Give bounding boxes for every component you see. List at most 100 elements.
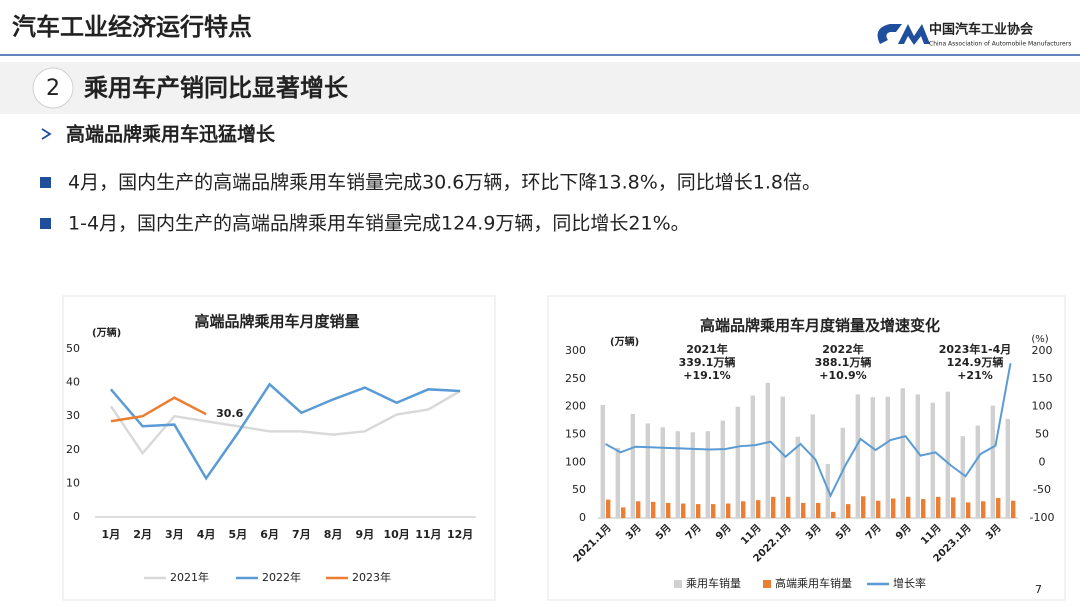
- series-line: [109, 389, 461, 456]
- annotation: 388.1万辆: [815, 355, 872, 369]
- bullet-icon: [40, 177, 51, 188]
- bar: [630, 413, 635, 518]
- legend-swatch: [674, 580, 682, 588]
- bullet-icon: [40, 218, 51, 229]
- bar: [810, 414, 815, 518]
- bar: [780, 396, 785, 518]
- y2-tick-label: 0: [1039, 455, 1046, 468]
- x-tick-label: 1月: [102, 528, 121, 541]
- x-tick-label: 9月: [356, 528, 375, 541]
- y-tick-label: 20: [66, 443, 80, 456]
- x-tick-label: 11月: [415, 528, 441, 541]
- org-name: 中国汽车工业协会: [929, 22, 1034, 38]
- bar: [966, 502, 971, 518]
- y2-tick-label: -50: [1033, 483, 1051, 496]
- bar: [951, 497, 956, 518]
- bar: [816, 502, 821, 518]
- legend-label: 乘用车销量: [686, 576, 741, 590]
- y2-tick-label: 50: [1035, 428, 1049, 441]
- bar: [771, 496, 776, 518]
- annotation: 124.9万辆: [947, 355, 1004, 369]
- bar: [606, 499, 611, 518]
- bar: [915, 394, 920, 518]
- chart-title: 高端品牌乘用车月度销量及增速变化: [700, 317, 940, 335]
- annotation: 2022年: [822, 342, 864, 356]
- y-axis-label: (万辆): [610, 335, 639, 348]
- y-tick-label: 40: [66, 376, 80, 389]
- y-tick-label: 250: [565, 372, 586, 385]
- bar: [720, 420, 725, 518]
- x-tick-label: 2月: [133, 528, 152, 541]
- bar: [846, 504, 851, 518]
- bar: [666, 502, 671, 518]
- y-tick-label: 300: [565, 344, 586, 357]
- legend-label: 2023年: [352, 570, 391, 584]
- x-tick-label: 7月: [292, 528, 311, 541]
- legend-label: 增长率: [893, 576, 926, 590]
- bar: [675, 431, 680, 518]
- bar: [855, 394, 860, 518]
- bar: [795, 436, 800, 518]
- page-number: 7: [1035, 583, 1042, 596]
- y2-tick-label: 150: [1032, 372, 1053, 385]
- bar: [930, 402, 935, 518]
- x-tick-label: 8月: [324, 528, 343, 541]
- section-badge: [32, 67, 74, 109]
- legend-label: 高端乘用车销量: [775, 576, 852, 590]
- bar: [975, 425, 980, 518]
- bar: [990, 405, 995, 518]
- x-tick-label: 6月: [260, 528, 279, 541]
- bar: [705, 431, 710, 518]
- y2-axis-label: (%): [1031, 334, 1048, 345]
- data-label: 30.6: [216, 407, 243, 420]
- series-line: [109, 382, 461, 481]
- bar: [840, 427, 845, 518]
- annotation: 2023年1-4月: [939, 342, 1012, 356]
- bar: [870, 397, 875, 518]
- bar: [921, 499, 926, 518]
- annotation: +10.9%: [819, 369, 866, 382]
- annotation: 2021年: [686, 342, 728, 356]
- bar: [900, 388, 905, 518]
- bar: [660, 427, 665, 518]
- y2-tick-label: 200: [1032, 344, 1053, 357]
- legend-swatch: [763, 580, 771, 588]
- y-tick-label: 0: [579, 511, 586, 524]
- bar: [741, 501, 746, 518]
- bar: [645, 423, 650, 518]
- y-tick-label: 0: [73, 510, 80, 523]
- bar: [696, 504, 701, 518]
- bar: [891, 498, 896, 518]
- bar: [765, 382, 770, 518]
- bar: [861, 496, 866, 518]
- header-title: 汽车工业经济运行特点: [12, 13, 252, 41]
- org-name-en: China Association of Automobile Manufact…: [929, 41, 1071, 48]
- bullet-text: 1-4月，国内生产的高端品牌乘用车销量完成124.9万辆，同比增长21%。: [68, 213, 690, 235]
- y-tick-label: 150: [565, 428, 586, 441]
- y-axis-label: (万辆): [92, 326, 121, 339]
- series-line: [110, 396, 207, 423]
- chart-frame: [62, 295, 496, 601]
- bar: [681, 503, 686, 518]
- annotation: +21%: [957, 369, 993, 382]
- bar: [735, 406, 740, 518]
- section-number: 2: [46, 76, 60, 101]
- bar: [786, 496, 791, 518]
- bullet-text: 4月，国内生产的高端品牌乘用车销量完成30.6万辆，环比下降13.8%，同比增长…: [68, 172, 821, 194]
- subheading: 高端品牌乘用车迅猛增长: [66, 123, 276, 146]
- y-tick-label: 200: [565, 400, 586, 413]
- chart-frame: [547, 295, 1066, 601]
- y-tick-label: 30: [66, 409, 80, 422]
- annotation: +19.1%: [683, 369, 730, 382]
- x-tick-label: 3月: [165, 528, 184, 541]
- bar: [906, 496, 911, 518]
- arrow-icon: [41, 128, 52, 140]
- bar: [711, 504, 716, 518]
- bar: [831, 511, 836, 518]
- y-tick-label: 100: [565, 455, 586, 468]
- bar: [756, 500, 761, 518]
- bar: [981, 501, 986, 518]
- bar: [690, 432, 695, 518]
- bar: [936, 496, 941, 518]
